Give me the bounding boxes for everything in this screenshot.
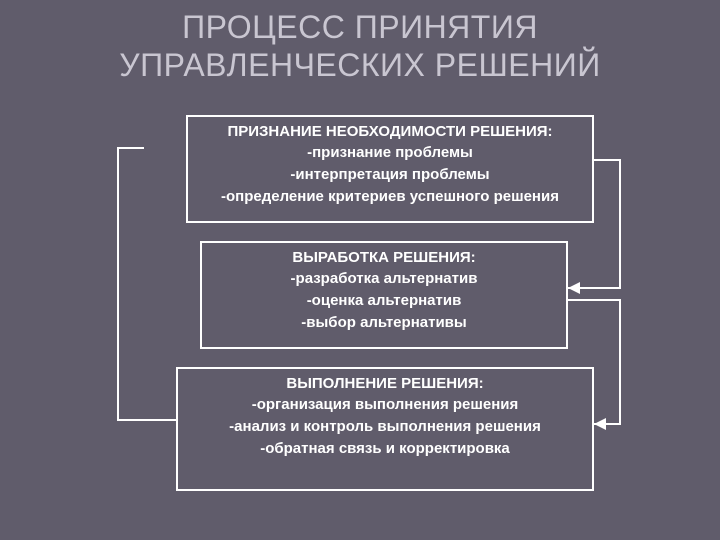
stage-box-recognition: ПРИЗНАНИЕ НЕОБХОДИМОСТИ РЕШЕНИЯ: -призна… [186,115,594,223]
title-line-1: ПРОЦЕСС ПРИНЯТИЯ [182,9,538,45]
stage-header: ПРИЗНАНИЕ НЕОБХОДИМОСТИ РЕШЕНИЯ: [196,123,584,140]
arrowhead-icon [594,418,606,430]
title-line-2: УПРАВЛЕНЧЕСКИХ РЕШЕНИЙ [119,47,600,83]
stage-line: -разработка альтернатив [210,268,558,290]
stage-line: -определение критериев успешного решения [196,186,584,208]
slide-title: ПРОЦЕСС ПРИНЯТИЯ УПРАВЛЕНЧЕСКИХ РЕШЕНИЙ [0,8,720,84]
stage-box-execution: ВЫПОЛНЕНИЕ РЕШЕНИЯ: -организация выполне… [176,367,594,491]
stage-line: -интерпретация проблемы [196,164,584,186]
arrow-left-feedback [118,148,176,420]
stage-line: -обратная связь и корректировка [186,438,584,460]
stage-header: ВЫПОЛНЕНИЕ РЕШЕНИЯ: [186,375,584,392]
slide: ПРОЦЕСС ПРИНЯТИЯ УПРАВЛЕНЧЕСКИХ РЕШЕНИЙ … [0,0,720,540]
stage-line: -анализ и контроль выполнения решения [186,416,584,438]
stage-line: -выбор альтернативы [210,312,558,334]
arrowhead-icon [568,282,580,294]
stage-header: ВЫРАБОТКА РЕШЕНИЯ: [210,249,558,266]
stage-line: -оценка альтернатив [210,290,558,312]
stage-box-development: ВЫРАБОТКА РЕШЕНИЯ: -разработка альтернат… [200,241,568,349]
stage-line: -признание проблемы [196,142,584,164]
stage-line: -организация выполнения решения [186,394,584,416]
